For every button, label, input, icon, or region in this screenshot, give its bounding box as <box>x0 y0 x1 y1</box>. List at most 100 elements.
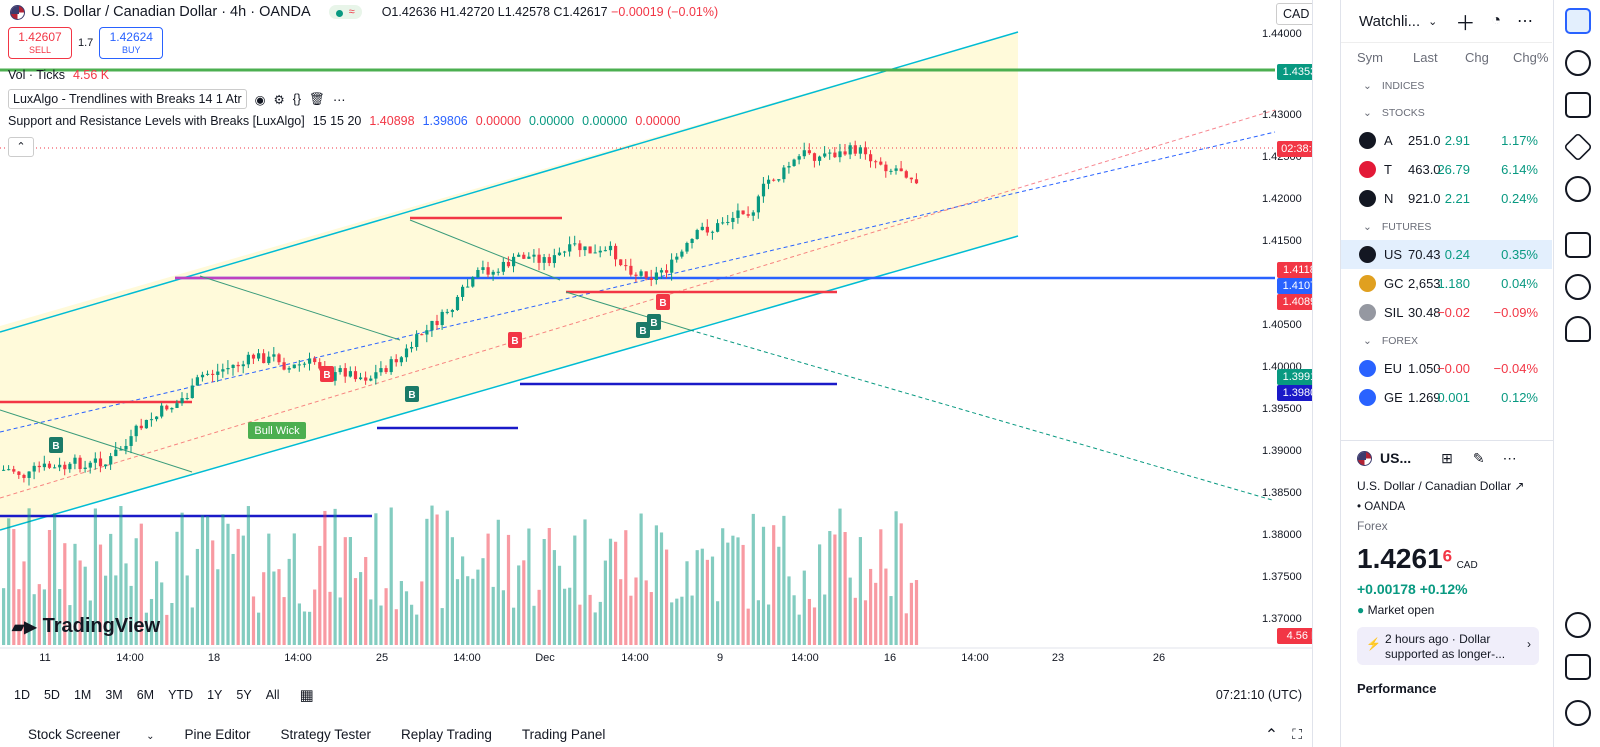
row-change: 0.24 <box>1444 247 1470 262</box>
volume-bar <box>445 510 449 645</box>
chat-icon[interactable] <box>1565 232 1591 258</box>
timeframe-ytd[interactable]: YTD <box>168 688 194 702</box>
timeframe-1y[interactable]: 1Y <box>207 688 223 702</box>
watchlist-row[interactable]: N 921.0 2.21 0.24% <box>1341 184 1552 213</box>
candle-body <box>772 179 776 181</box>
candle-body <box>318 362 322 369</box>
watchlist-row[interactable]: GE 1.269 0.001 0.12% <box>1341 383 1552 412</box>
watchlist-section-forex[interactable]: ⌄ FOREX <box>1341 327 1552 354</box>
symbol-header[interactable]: U.S. Dollar / Canadian Dollar · 4h · OAN… <box>10 4 718 20</box>
watchlist-section-futures[interactable]: ⌄ FUTURES <box>1341 213 1552 240</box>
target-icon[interactable] <box>1565 612 1591 638</box>
calendar-icon[interactable] <box>1565 654 1591 680</box>
timeframe-all[interactable]: All <box>265 688 280 702</box>
volume-bar <box>73 543 77 645</box>
luxalgo-indicator-label[interactable]: LuxAlgo - Trendlines with Breaks 14 1 At… <box>8 89 247 109</box>
edit-icon[interactable]: ✎ <box>1472 449 1485 466</box>
indicator-support-resistance[interactable]: Support and Resistance Levels with Break… <box>8 114 681 128</box>
chevron-down-icon[interactable]: ⌄ <box>1428 15 1438 28</box>
watchlist-section-indices[interactable]: ⌄ INDICES <box>1341 72 1552 99</box>
volume-bar <box>802 570 806 645</box>
date-range-icon[interactable]: ▦ <box>299 687 314 704</box>
add-symbol-icon[interactable]: ＋ <box>1455 12 1476 35</box>
timeframe-3m[interactable]: 3M <box>105 688 123 702</box>
buy-button[interactable]: 1.42624 BUY <box>99 27 164 59</box>
ideas-bulb-icon[interactable] <box>1565 176 1591 202</box>
candle-body <box>297 364 301 366</box>
more-icon[interactable]: ⋯ <box>1502 449 1517 466</box>
panel-divider[interactable] <box>1312 0 1340 747</box>
trendline-segment <box>565 291 691 331</box>
spread-value: 1.7 <box>78 37 94 49</box>
source-code-icon[interactable]: {} <box>292 92 302 106</box>
col-chg-pct[interactable]: Chg% <box>1513 50 1549 65</box>
symbol-title[interactable]: U.S. Dollar / Canadian Dollar · 4h · OAN… <box>31 4 311 20</box>
timeframe-1d[interactable]: 1D <box>14 688 30 702</box>
notifications-bell-icon[interactable] <box>1565 316 1591 342</box>
sell-button[interactable]: 1.42607 SELL <box>8 27 72 59</box>
layers-icon[interactable] <box>1563 132 1593 162</box>
news-item[interactable]: ⚡ 2 hours ago · Dollar supported as long… <box>1357 627 1539 665</box>
watchlist-row[interactable]: A 251.0 2.91 1.17% <box>1341 126 1552 155</box>
watchlist-row[interactable]: T 463.0 26.79 6.14% <box>1341 155 1552 184</box>
candle-body <box>353 371 358 380</box>
indicator-luxalgo-trendlines[interactable]: LuxAlgo - Trendlines with Breaks 14 1 At… <box>8 89 345 109</box>
watchlist-row[interactable]: GC 2,653 1.180 0.04% <box>1341 269 1552 298</box>
watchlist-icon[interactable] <box>1565 8 1591 34</box>
col-chg[interactable]: Chg <box>1465 50 1489 65</box>
maximize-icon[interactable]: ⛶ <box>1292 726 1302 742</box>
watchlist-row[interactable]: EU 1.050 −0.00 −0.04% <box>1341 354 1552 383</box>
volume-bar <box>200 515 205 645</box>
grid-icon[interactable]: ⊞ <box>1441 449 1453 466</box>
timeframe-5y[interactable]: 5Y <box>236 688 252 702</box>
delete-icon[interactable]: 🗑 <box>309 91 325 106</box>
row-last: 1.269 <box>1408 390 1441 405</box>
col-sym[interactable]: Sym <box>1357 50 1383 65</box>
signals-icon[interactable] <box>1565 274 1591 300</box>
tradingview-logo[interactable]: ▰▶ TradingView <box>12 615 160 638</box>
collapse-indicators-button[interactable]: ⌃ <box>8 137 34 157</box>
tab-pine-editor[interactable]: Pine Editor <box>184 727 251 742</box>
volume-bar <box>491 586 495 645</box>
candle-body <box>32 465 36 472</box>
volume-bar <box>333 508 337 645</box>
volume-bar <box>512 607 516 645</box>
watchlist-row[interactable]: US 70.43 0.24 0.35% <box>1341 240 1552 269</box>
collapse-up-icon[interactable]: ⌃ <box>1264 726 1279 744</box>
more-icon[interactable]: ⋯ <box>1517 13 1534 30</box>
watchlist-section-stocks[interactable]: ⌄ STOCKS <box>1341 99 1552 126</box>
tab-trading-panel[interactable]: Trading Panel <box>521 727 606 742</box>
details-exchange[interactable]: • OANDA <box>1357 501 1406 513</box>
volume-bar <box>466 576 470 645</box>
candle-body <box>257 353 261 359</box>
buy-price: 1.42624 <box>109 30 153 44</box>
utc-clock[interactable]: 07:21:10 (UTC) <box>1215 688 1302 702</box>
more-icon[interactable]: ⋯ <box>332 92 346 107</box>
volume-bar <box>833 534 837 645</box>
external-link-icon[interactable]: ↗ <box>1514 479 1525 493</box>
eye-icon[interactable]: ◉ <box>254 92 266 107</box>
volume-bar <box>267 533 271 645</box>
candle-body <box>231 364 235 368</box>
watchlist-title[interactable]: Watchli... <box>1359 12 1421 30</box>
tab-replay-trading[interactable]: Replay Trading <box>401 727 492 742</box>
timeframe-5d[interactable]: 5D <box>43 688 60 702</box>
market-status-pill[interactable]: ≈ <box>328 5 362 19</box>
data-window-icon[interactable] <box>1565 92 1591 118</box>
timeframe-6m[interactable]: 6M <box>136 688 155 702</box>
watchlist-row[interactable]: SIL 30.48 −0.02 −0.09% <box>1341 298 1552 327</box>
details-symbol[interactable]: US... <box>1380 450 1412 466</box>
sr-value-2: 1.39806 <box>422 114 468 128</box>
help-icon[interactable] <box>1565 700 1591 726</box>
tab-stock-screener[interactable]: Stock Screener ⌄ <box>28 727 155 742</box>
tab-strategy-tester[interactable]: Strategy Tester <box>280 727 372 742</box>
indicator-volume[interactable]: Vol · Ticks 4.56 K <box>8 68 109 82</box>
timeframe-1m[interactable]: 1M <box>73 688 92 702</box>
col-last[interactable]: Last <box>1413 50 1438 65</box>
chart-area[interactable]: B B B B B B B Bull Wick U.S. Dollar / Canadian … <box>0 0 1330 708</box>
section-label: FOREX <box>1381 334 1418 347</box>
settings-icon[interactable]: ⚙ <box>273 92 285 107</box>
chart-pie-icon[interactable]: ◔ <box>1491 12 1502 29</box>
alerts-clock-icon[interactable] <box>1565 50 1591 76</box>
